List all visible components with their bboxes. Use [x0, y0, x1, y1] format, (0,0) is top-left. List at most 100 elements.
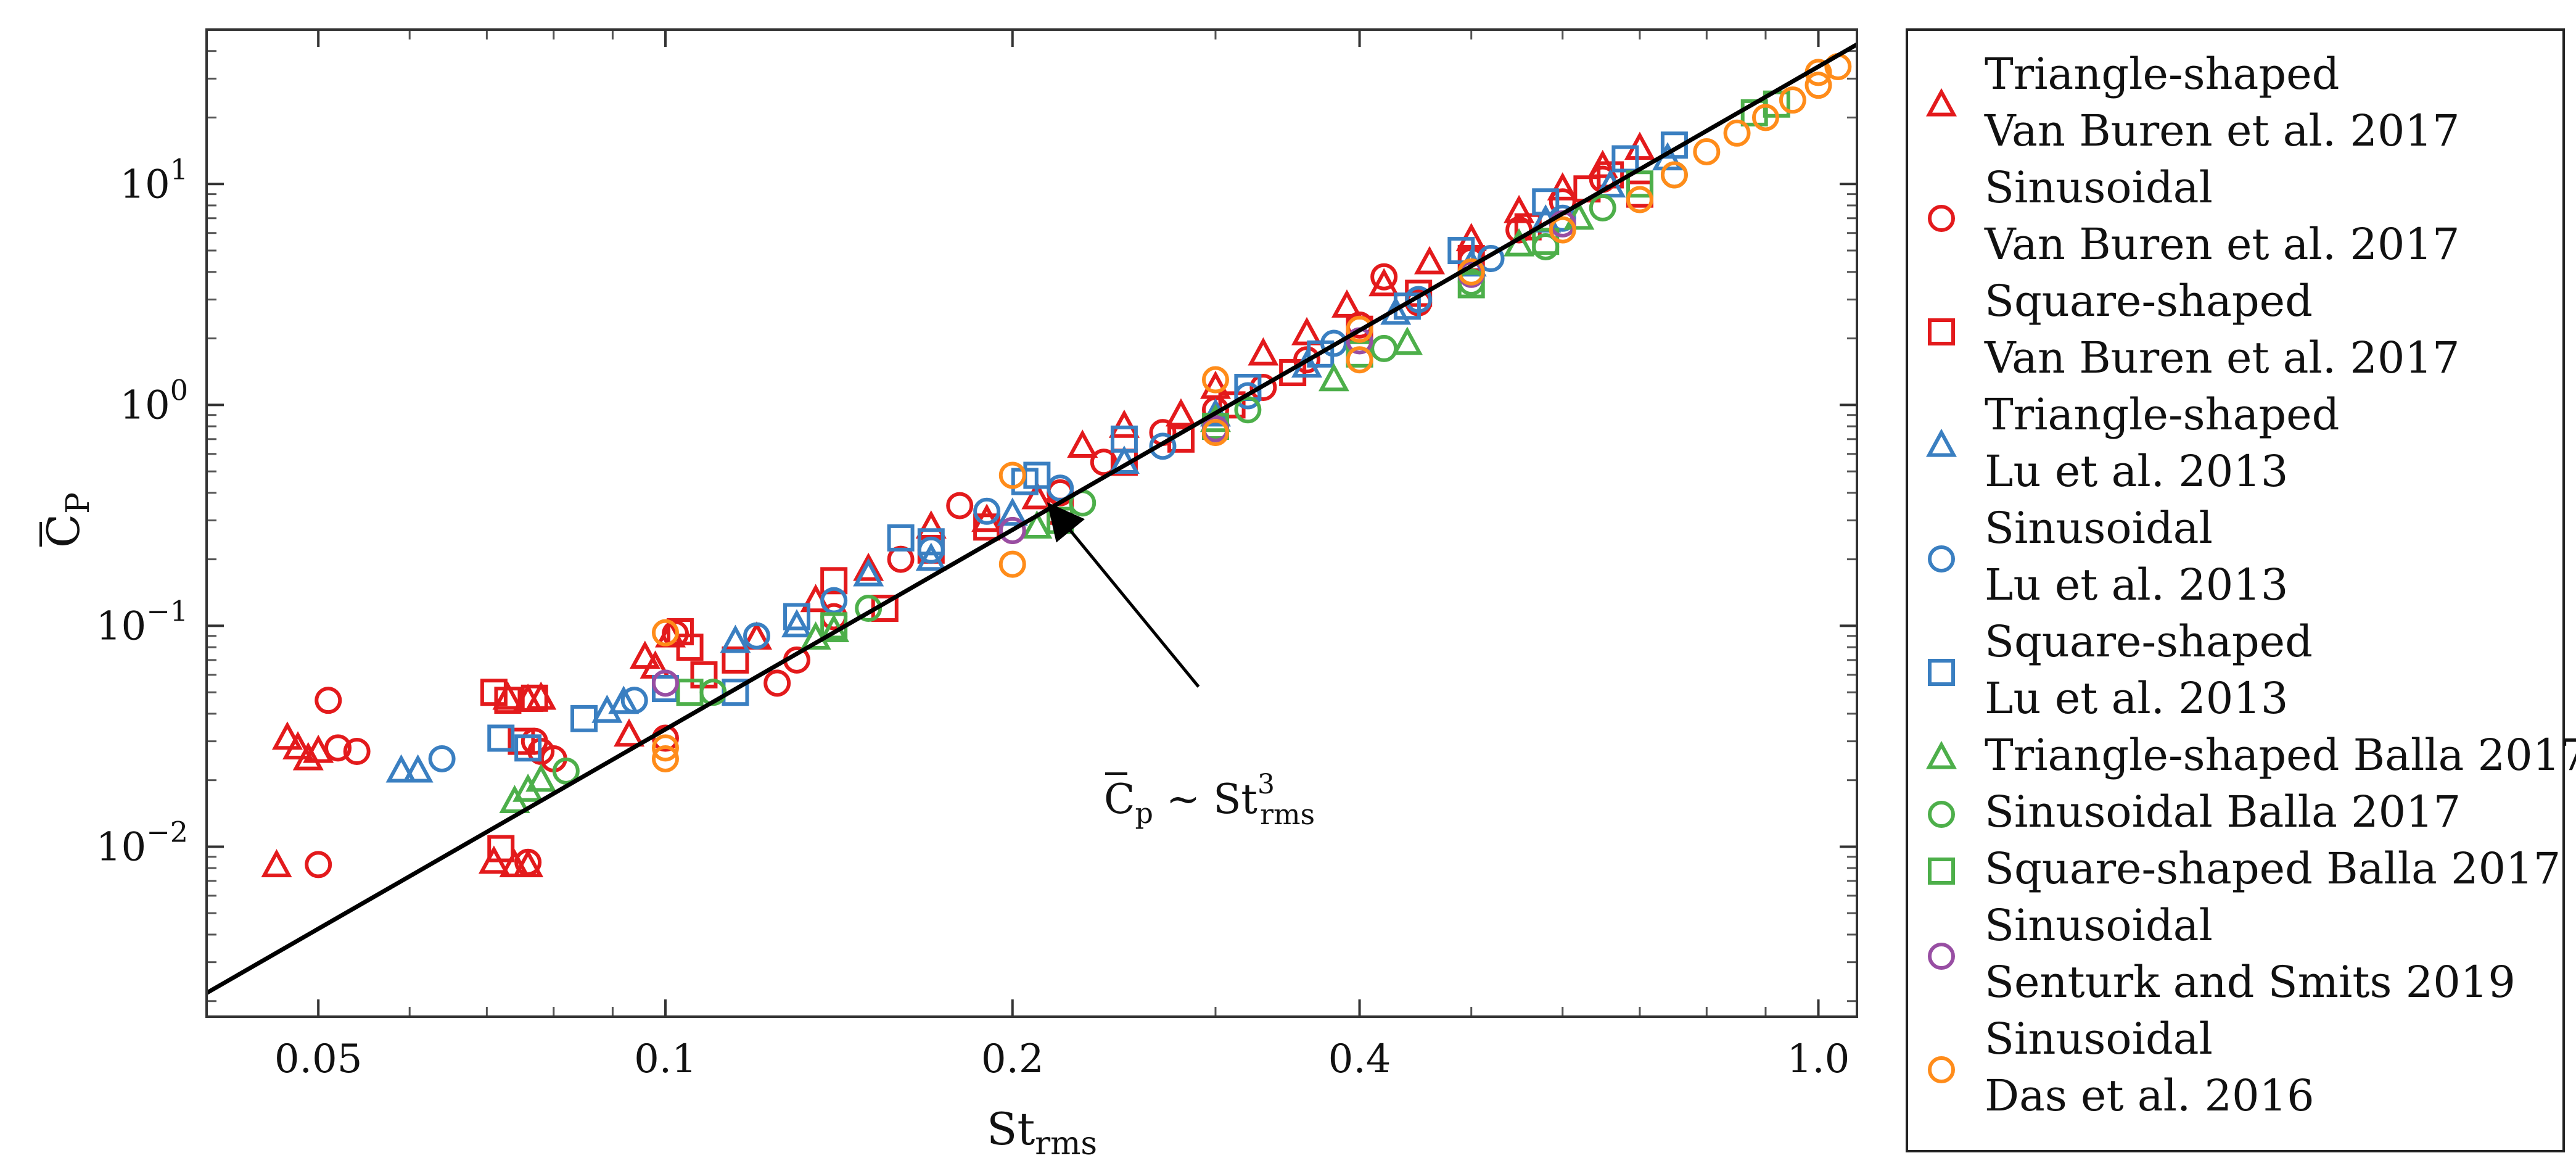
data-point	[608, 685, 640, 714]
data-point	[1447, 237, 1475, 265]
data-point	[915, 542, 947, 571]
legend-label: Triangle-shaped	[1985, 389, 2339, 440]
legend-entry-7: Sinusoidal Balla 2017	[1928, 787, 2461, 837]
data-point	[743, 622, 770, 650]
data-point	[676, 679, 704, 706]
data-point	[525, 763, 557, 792]
data-point	[1279, 359, 1307, 387]
legend-marker	[1928, 545, 1955, 573]
data-point	[492, 681, 524, 710]
data-point	[1693, 138, 1721, 165]
data-point	[487, 724, 515, 752]
data-point	[998, 516, 1026, 544]
data-point	[1391, 326, 1423, 355]
y-tick-labels: 10−2 10−1 100 101	[96, 152, 188, 870]
annotation-sub-rms: rms	[1260, 798, 1315, 831]
data-point	[997, 497, 1028, 526]
data-point	[1307, 340, 1335, 368]
x-tick-label: 1.0	[1787, 1036, 1850, 1082]
data-point	[722, 646, 749, 674]
legend-entry-0: Triangle-shaped Van Buren et al. 2017	[1925, 49, 2460, 156]
y-axis-label: CP	[38, 492, 97, 548]
data-point	[487, 835, 515, 862]
legend-label: Lu et al. 2013	[1985, 673, 2288, 724]
data-point	[1201, 419, 1229, 447]
legend-entry-4: Sinusoidal Lu et al. 2013	[1928, 503, 2288, 610]
y-tick-label: 10−2	[96, 815, 188, 870]
data-point	[271, 721, 303, 750]
legend-label: Van Buren et al. 2017	[1984, 105, 2460, 156]
data-point	[1611, 145, 1639, 173]
legend-label: Sinusoidal	[1985, 1014, 2213, 1064]
y-tick-label: 100	[120, 373, 188, 428]
data-point	[324, 734, 352, 762]
legend-entry-3: Triangle-shaped Lu et al. 2013	[1925, 389, 2339, 497]
data-point	[853, 552, 884, 581]
data-point	[917, 528, 945, 556]
legend-entry-6: Triangle-shaped Balla 2017	[1925, 730, 2576, 780]
annotation-sup-3: 3	[1257, 769, 1275, 800]
x-tick-labels: 0.05 0.1 0.2 0.4 1.0	[274, 1036, 1850, 1082]
data-point	[385, 754, 417, 783]
legend-label: Das et al. 2016	[1985, 1070, 2315, 1121]
data-point	[1346, 346, 1373, 374]
data-point	[1723, 119, 1751, 147]
data-point	[1291, 316, 1323, 345]
legend-entry-10: Sinusoidal Das et al. 2016	[1928, 1014, 2315, 1121]
data-point	[480, 679, 508, 706]
data-point	[343, 738, 371, 766]
data-point	[521, 684, 548, 712]
legend-label: Sinusoidal	[1985, 900, 2213, 951]
data-point	[1751, 104, 1779, 131]
data-point	[763, 669, 791, 697]
data-point	[305, 851, 332, 878]
data-point	[1234, 396, 1262, 424]
legend-entry-9: Sinusoidal Senturk and Smits 2019	[1928, 900, 2516, 1007]
legend-marker	[1928, 659, 1955, 686]
data-point	[973, 513, 1001, 541]
data-point	[1457, 271, 1485, 299]
data-point	[720, 624, 751, 653]
annotation-arrow	[1047, 502, 1200, 688]
data-point	[428, 745, 456, 772]
data-point	[1346, 315, 1373, 343]
data-point	[315, 687, 342, 714]
data-point	[1393, 292, 1421, 320]
legend-marker	[1928, 205, 1955, 232]
annotation-sub-p: p	[1135, 796, 1153, 830]
data-point	[1589, 194, 1616, 221]
legend-label: Lu et al. 2013	[1985, 560, 2288, 610]
legend-label: Triangle-shaped Balla 2017	[1985, 730, 2576, 780]
legend-marker	[1928, 318, 1955, 345]
annotation-label: Cp ~ St3 rms	[1104, 769, 1315, 831]
legend-marker	[1928, 1056, 1955, 1083]
legend-marker	[1928, 858, 1955, 885]
legend-entry-8: Square-shaped Balla 2017	[1928, 843, 2561, 894]
legend-label: Triangle-shaped	[1985, 49, 2339, 99]
data-point	[1414, 246, 1446, 275]
data-point	[651, 619, 679, 647]
data-point	[1477, 245, 1505, 273]
data-point	[651, 669, 679, 697]
x-tick-label: 0.2	[981, 1036, 1044, 1082]
data-point	[629, 640, 660, 669]
data-point	[1660, 161, 1688, 189]
legend-label: Sinusoidal Balla 2017	[1985, 787, 2461, 837]
data-point	[303, 734, 334, 763]
data-point	[1549, 216, 1576, 244]
data-point	[282, 731, 314, 760]
data-point	[781, 609, 812, 638]
data-point	[1370, 263, 1398, 291]
data-point	[1165, 398, 1196, 427]
data-point	[1626, 170, 1653, 198]
legend-box	[1906, 28, 2565, 1152]
x-axis-label: Strms	[987, 1103, 1097, 1162]
x-tick-label: 0.1	[634, 1036, 697, 1082]
data-point	[853, 558, 884, 587]
data-point	[651, 745, 679, 772]
data-point	[1626, 186, 1653, 213]
data-point	[1021, 510, 1053, 539]
data-point	[1108, 409, 1140, 438]
legend-label: Square-shaped	[1985, 616, 2313, 667]
data-point	[946, 492, 974, 519]
